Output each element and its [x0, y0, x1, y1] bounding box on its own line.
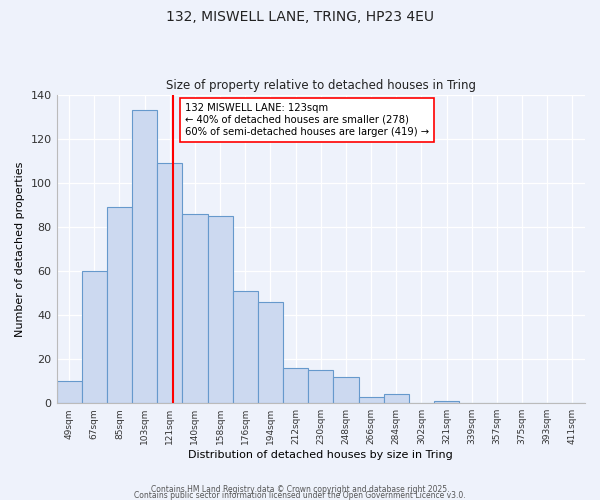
Bar [107, 207, 132, 403]
Title: Size of property relative to detached houses in Tring: Size of property relative to detached ho… [166, 79, 476, 92]
Bar [258, 302, 283, 403]
Bar [182, 214, 208, 403]
Text: 132, MISWELL LANE, TRING, HP23 4EU: 132, MISWELL LANE, TRING, HP23 4EU [166, 10, 434, 24]
Bar [334, 377, 359, 403]
Bar [56, 381, 82, 403]
Bar [434, 401, 459, 403]
Bar [233, 291, 258, 403]
X-axis label: Distribution of detached houses by size in Tring: Distribution of detached houses by size … [188, 450, 453, 460]
Bar [157, 163, 182, 403]
Bar [82, 271, 107, 403]
Text: 132 MISWELL LANE: 123sqm
← 40% of detached houses are smaller (278)
60% of semi-: 132 MISWELL LANE: 123sqm ← 40% of detach… [185, 104, 429, 136]
Bar [132, 110, 157, 403]
Bar [359, 396, 383, 403]
Text: Contains HM Land Registry data © Crown copyright and database right 2025.: Contains HM Land Registry data © Crown c… [151, 484, 449, 494]
Bar [308, 370, 334, 403]
Y-axis label: Number of detached properties: Number of detached properties [15, 161, 25, 336]
Text: Contains public sector information licensed under the Open Government Licence v3: Contains public sector information licen… [134, 490, 466, 500]
Bar [283, 368, 308, 403]
Bar [208, 216, 233, 403]
Bar [383, 394, 409, 403]
